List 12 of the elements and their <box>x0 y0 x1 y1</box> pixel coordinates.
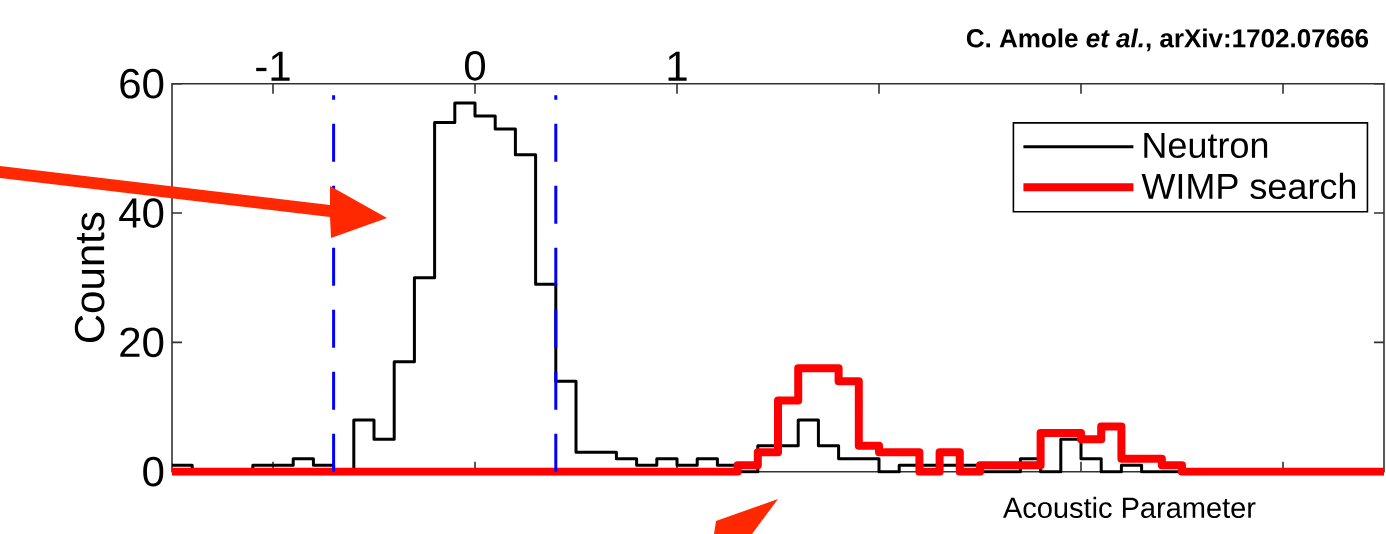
y-axis-title: Counts <box>74 212 105 343</box>
legend-label: Neutron <box>1144 132 1268 159</box>
x-axis-title: Acoustic Parameter <box>1003 496 1256 519</box>
y-tick-label: 40 <box>119 198 164 228</box>
x-tick-label: 0 <box>464 50 486 81</box>
y-tick-label: 60 <box>120 68 164 99</box>
legend-label: WIMP search <box>1141 172 1356 200</box>
x-tick-label: 1 <box>668 51 687 81</box>
y-tick-label: 20 <box>120 327 164 358</box>
x-tick-label: -1 <box>256 51 290 81</box>
y-tick-label: 0 <box>143 456 164 487</box>
text: C. Amole et al., arXiv:1702.07666 <box>966 28 1369 52</box>
